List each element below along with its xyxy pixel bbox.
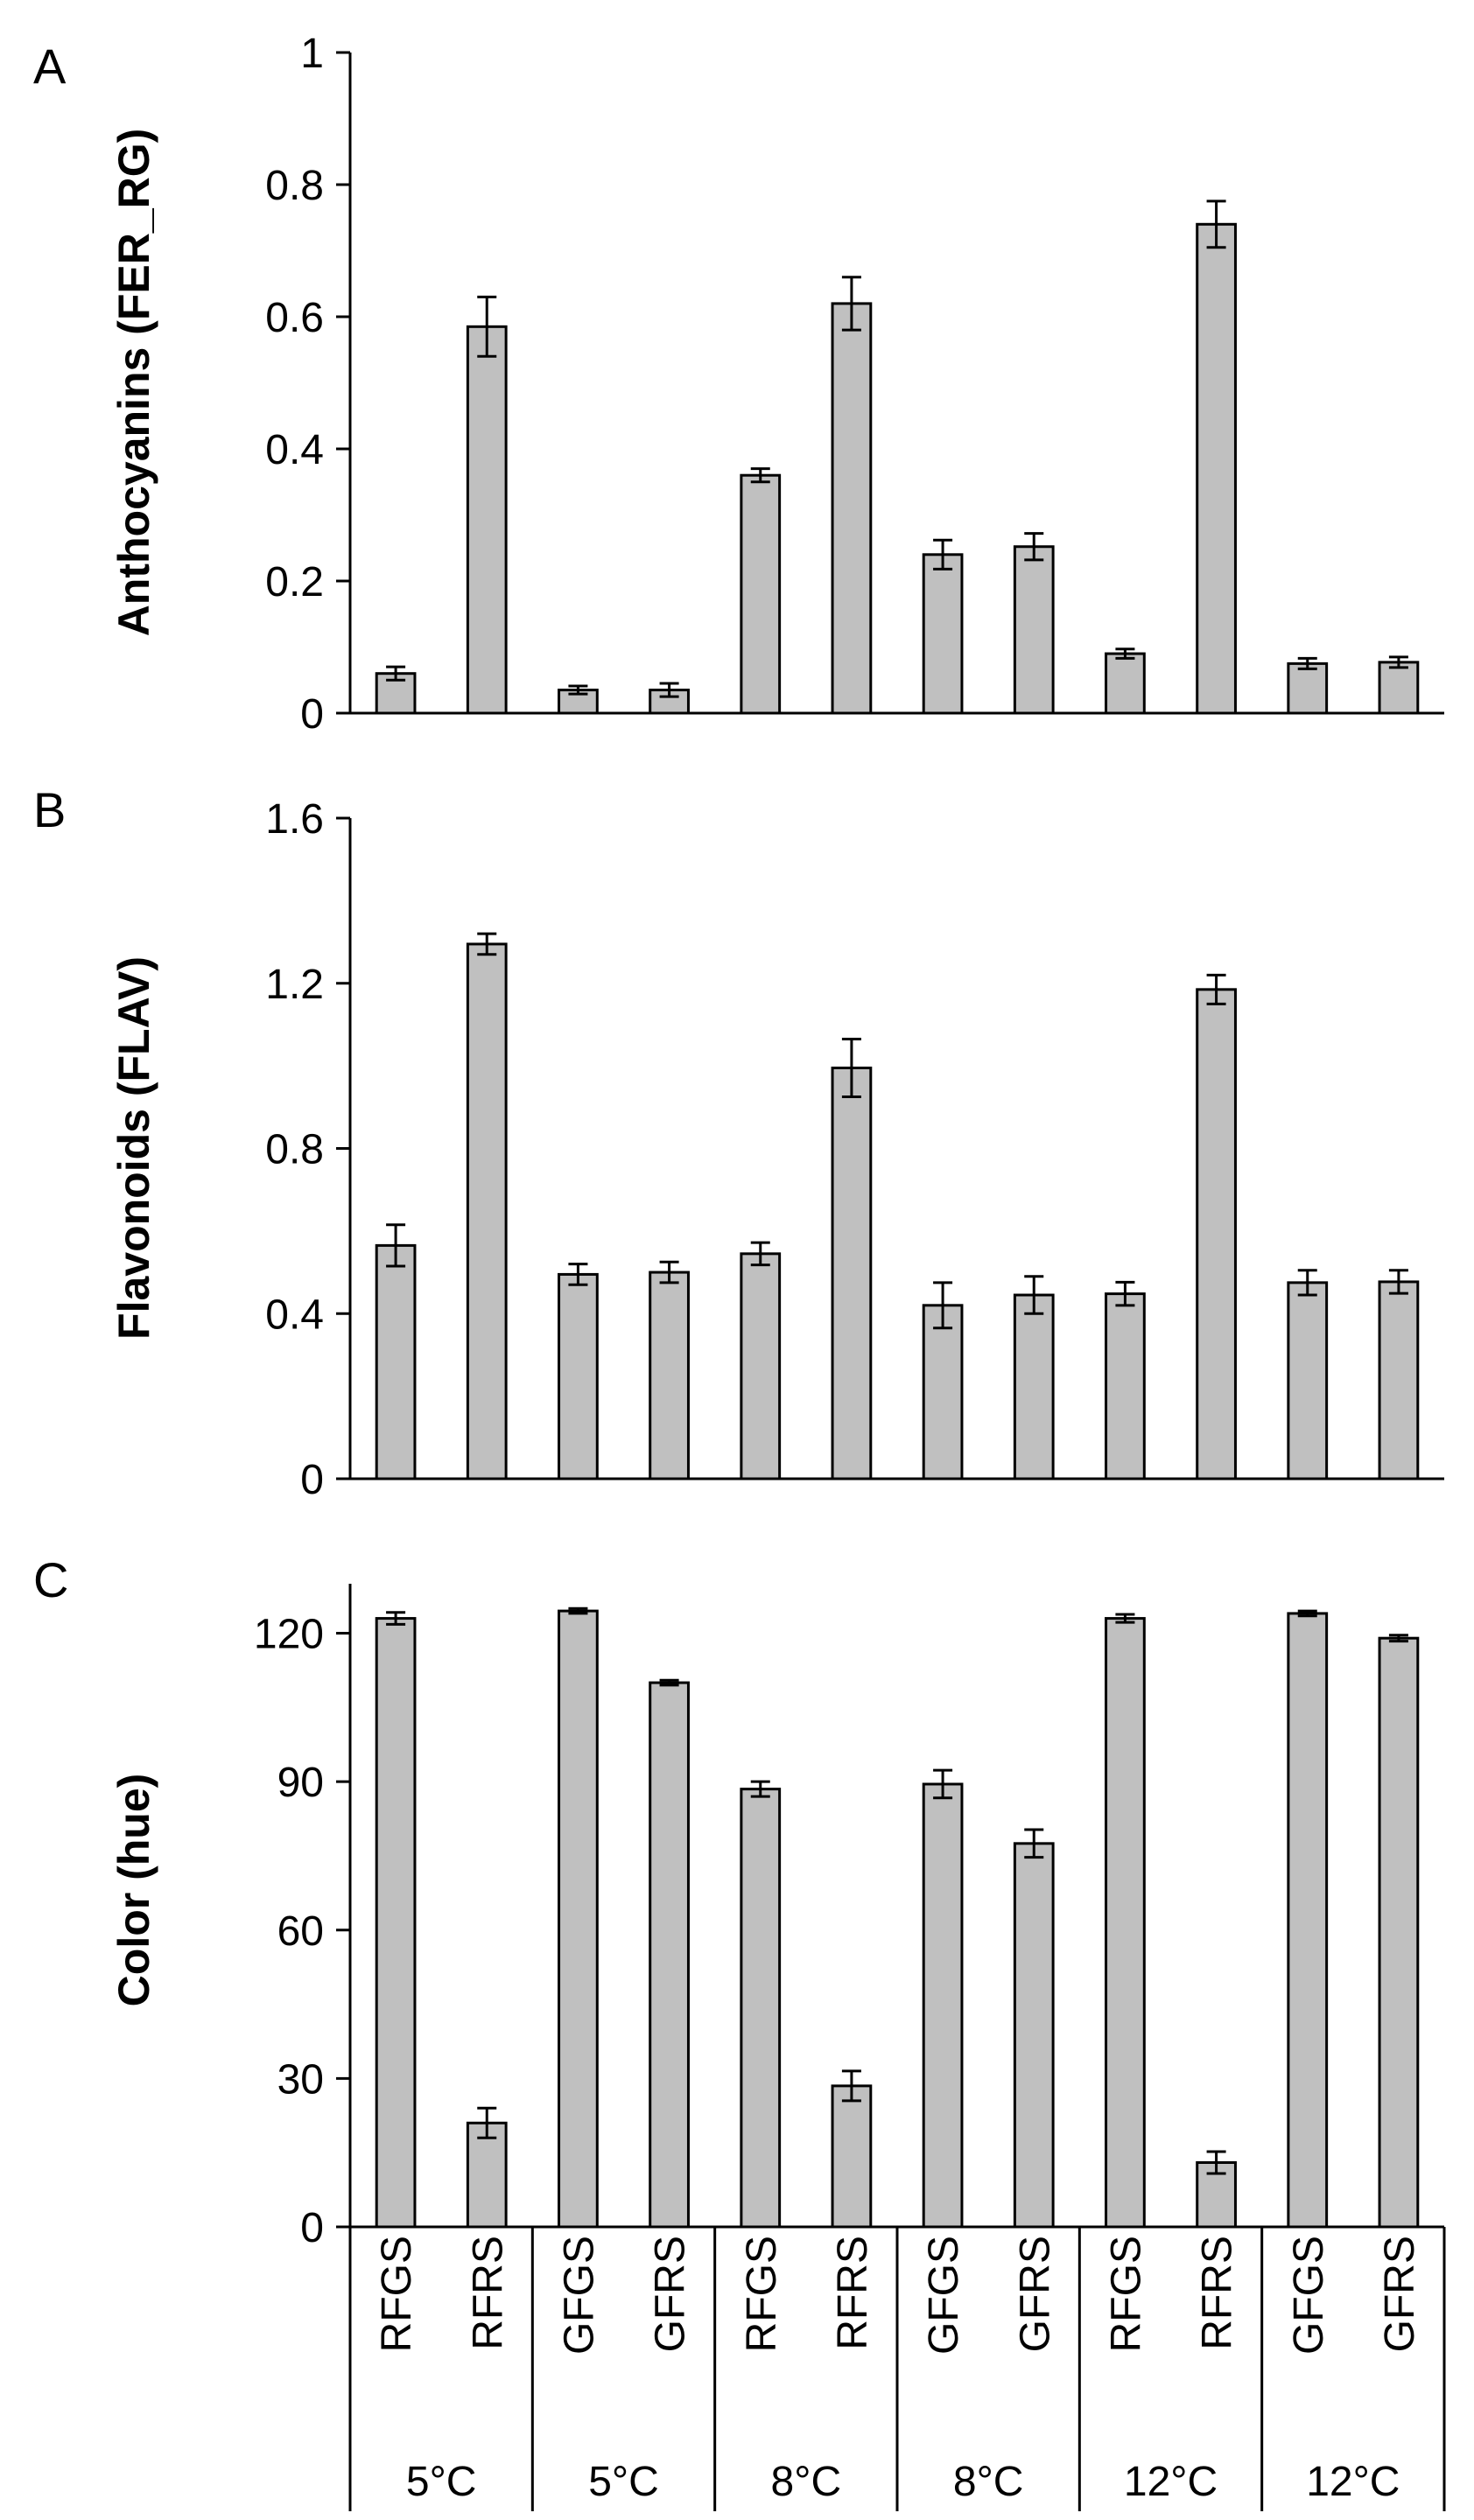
group-label: 8°C	[771, 2459, 842, 2505]
y-tick-label: 0.4	[265, 427, 324, 473]
category-label: GFGS	[556, 2236, 602, 2355]
bar	[1287, 1612, 1329, 2229]
category-label: GFGS	[1286, 2236, 1332, 2355]
bar	[375, 1617, 417, 2229]
y-tick-label: 30	[277, 2056, 324, 2103]
bar	[922, 1782, 964, 2229]
group-label: 12°C	[1124, 2459, 1218, 2505]
group-label: 12°C	[1306, 2459, 1400, 2505]
y-tick-label: 0	[300, 691, 324, 738]
bar	[375, 1243, 417, 1480]
bar	[831, 2084, 873, 2229]
bar	[558, 1609, 599, 2229]
y-tick-label: 0	[300, 2205, 324, 2251]
y-tick-label: 0.2	[265, 559, 324, 606]
bar	[1105, 1292, 1146, 1480]
bar	[831, 1066, 873, 1480]
panel-label: C	[33, 1552, 68, 1607]
y-tick-label: 0.8	[265, 163, 324, 209]
y-axis-title: Anthocyanins (FER_RG)	[109, 129, 158, 637]
y-tick-label: 0	[300, 1457, 324, 1503]
bar	[922, 1304, 964, 1480]
bar	[1378, 661, 1420, 715]
bar	[1013, 1293, 1055, 1480]
category-label: GFRS	[648, 2236, 694, 2352]
category-label: RFGS	[1103, 2236, 1149, 2352]
category-label: GFRS	[1377, 2236, 1423, 2352]
category-label: RFRS	[1195, 2236, 1241, 2350]
bar	[1105, 1617, 1146, 2229]
y-tick-label: 60	[277, 1908, 324, 1955]
bar	[1287, 662, 1329, 715]
category-label: RFRS	[465, 2236, 511, 2350]
bar	[1105, 652, 1146, 715]
y-tick-label: 90	[277, 1760, 324, 1806]
bar	[740, 1252, 782, 1480]
group-label: 8°C	[953, 2459, 1024, 2505]
bar	[1196, 222, 1237, 715]
bar	[466, 2121, 508, 2229]
category-label: RFGS	[739, 2236, 785, 2352]
y-tick-label: 0.4	[265, 1292, 324, 1338]
group-label: 5°C	[406, 2459, 477, 2505]
bar	[740, 1788, 782, 2229]
y-axis-title: Flavonoids (FLAV)	[109, 956, 158, 1340]
y-tick-label: 1	[300, 31, 324, 77]
bar	[831, 302, 873, 715]
category-label: RFGS	[374, 2236, 420, 2352]
y-tick-label: 1.6	[265, 796, 324, 843]
bar	[466, 325, 508, 715]
bar	[922, 553, 964, 715]
bar	[740, 473, 782, 715]
bar	[649, 1270, 690, 1480]
group-label: 5°C	[588, 2459, 659, 2505]
y-tick-label: 1.2	[265, 962, 324, 1008]
bar	[466, 942, 508, 1480]
y-tick-label: 120	[254, 1612, 324, 1658]
bar	[1287, 1281, 1329, 1480]
bar	[649, 1681, 690, 2229]
bar	[558, 1272, 599, 1480]
y-tick-label: 0.6	[265, 295, 324, 341]
panel-label: B	[33, 782, 66, 837]
bar	[1196, 988, 1237, 1480]
y-axis-title: Color (hue)	[109, 1774, 158, 2007]
bar	[1013, 545, 1055, 715]
bar	[1378, 1280, 1420, 1480]
category-label: GFGS	[921, 2236, 967, 2355]
category-label: RFRS	[830, 2236, 876, 2350]
category-label: GFRS	[1012, 2236, 1058, 2352]
y-tick-label: 0.8	[265, 1127, 324, 1173]
panel-label: A	[33, 38, 67, 94]
bar	[1378, 1636, 1420, 2229]
bar	[1013, 1842, 1055, 2229]
